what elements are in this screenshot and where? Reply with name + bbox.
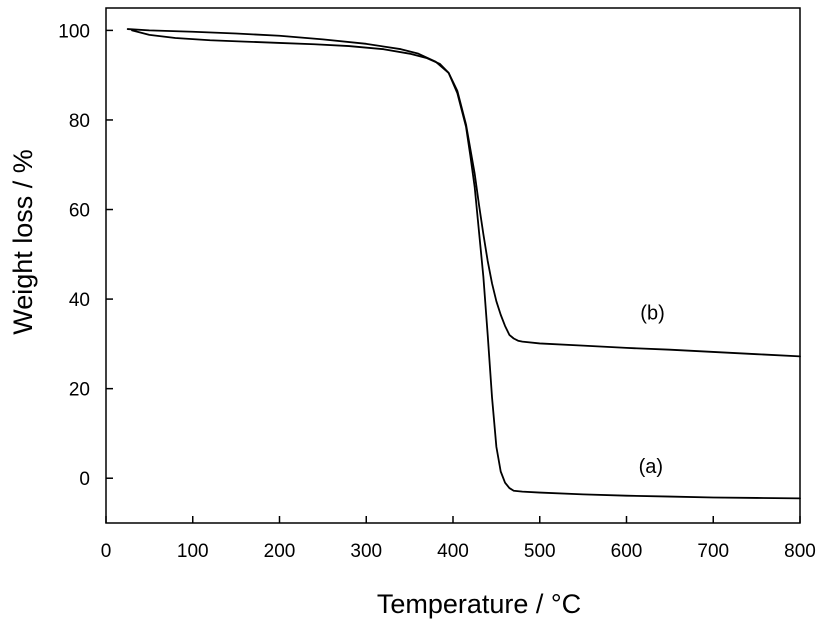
y-tick-label: 60 [69,201,90,222]
series-line-b [126,28,801,358]
y-tick-label: 100 [58,21,90,42]
x-axis-title: Temperature / °C [377,589,581,619]
x-tick-label: 100 [177,541,209,562]
y-axis-title: Weight loss / % [8,149,38,335]
x-tick-label: 600 [611,541,643,562]
x-tick-label: 200 [264,541,296,562]
series-annotations: (b) (a) [639,303,665,478]
x-axis-ticks: 0 100 200 300 400 500 600 700 800 [101,516,816,562]
x-tick-label: 400 [437,541,469,562]
series-annotation: (a) [639,456,663,478]
y-tick-label: 0 [79,469,90,490]
x-tick-label: 300 [350,541,382,562]
x-tick-label: 500 [524,541,556,562]
series-line-a [131,29,801,500]
x-tick-label: 700 [697,541,729,562]
y-axis-ticks: 0 20 40 60 80 100 [58,21,113,490]
y-tick-label: 40 [69,290,90,311]
x-tick-label: 800 [784,541,816,562]
series-annotation: (b) [640,303,664,325]
data-series [126,28,801,500]
y-tick-label: 80 [69,111,90,132]
x-tick-label: 0 [101,541,112,562]
y-tick-label: 20 [69,380,90,401]
